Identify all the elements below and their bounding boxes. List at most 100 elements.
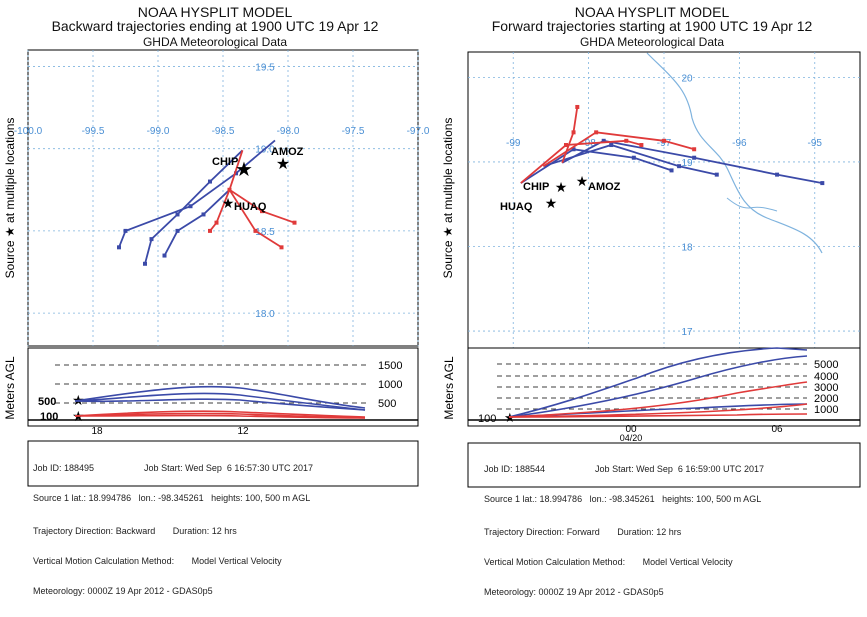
left-trajectory-marker bbox=[253, 228, 258, 233]
left-map-grid: -100.0 -99.5 -99.0 -98.5 -98.0 -97.5 -97.0 19.5… bbox=[14, 50, 430, 346]
left-profile-ylabel: Meters AGL bbox=[3, 356, 17, 420]
right-hlabel-3000: 3000 bbox=[814, 382, 838, 394]
right-hlabel-100: 100 bbox=[478, 413, 496, 425]
right-lat-label: 18 bbox=[681, 243, 693, 254]
left-lon-label: -99.0 bbox=[147, 126, 170, 137]
right-profile-lines bbox=[508, 347, 808, 418]
right-trajectory-marker bbox=[575, 104, 580, 109]
left-profile-line-5 bbox=[74, 414, 366, 419]
left-time-12: 12 bbox=[237, 426, 249, 437]
right-map-ylabel: Source ★ at multiple locations bbox=[441, 118, 455, 279]
left-info: Job ID: 188495 Job Start: Wed Sep 6 16:5… bbox=[33, 443, 313, 616]
left-hlabel-500r: 500 bbox=[378, 398, 396, 410]
right-hlabel-2000: 2000 bbox=[814, 393, 838, 405]
left-info-frame bbox=[27, 440, 419, 487]
right-site-chip: CHIP bbox=[523, 181, 549, 193]
left-trajectory-red-2 bbox=[228, 189, 282, 249]
left-hlabel-500l: 500 bbox=[38, 396, 56, 408]
right-trajectory-marker bbox=[692, 155, 697, 160]
right-time-06: 06 bbox=[771, 424, 783, 435]
left-lat-label: 18.5 bbox=[255, 227, 275, 238]
right-profile-line-1 bbox=[508, 355, 808, 418]
left-trajectory-marker bbox=[214, 220, 219, 225]
right-trajectory-marker bbox=[571, 147, 576, 152]
right-trajectory-marker bbox=[669, 168, 674, 173]
right-lat-label: 20 bbox=[681, 73, 693, 84]
left-map-trajectories bbox=[117, 139, 297, 266]
right-trajectory-marker bbox=[639, 143, 644, 148]
left-trajectory-marker bbox=[162, 253, 167, 258]
left-profile-line-0 bbox=[74, 385, 366, 409]
right-trajectory-marker bbox=[775, 172, 780, 177]
right-hlabel-4000: 4000 bbox=[814, 371, 838, 383]
right-time-date: 04/20 bbox=[620, 433, 643, 443]
left-profile-lines bbox=[74, 385, 366, 419]
left-profile-line-1 bbox=[74, 392, 366, 411]
right-lat-label: 19 bbox=[681, 158, 693, 169]
right-trajectory-blue-1 bbox=[543, 144, 717, 176]
left-hlabel-1000: 1000 bbox=[378, 379, 402, 391]
right-hlabel-5000: 5000 bbox=[814, 359, 838, 371]
left-trajectory-red-0 bbox=[209, 150, 244, 232]
right-site-huaq: HUAQ bbox=[500, 201, 533, 213]
left-trajectory-marker bbox=[292, 220, 297, 225]
right-profile-ylabel: Meters AGL bbox=[442, 356, 456, 420]
right-trajectory-marker bbox=[601, 138, 606, 143]
right-lon-label: -99 bbox=[506, 138, 521, 149]
right-trajectory-marker bbox=[594, 130, 599, 135]
left-trajectory-marker bbox=[208, 228, 212, 233]
left-trajectory-marker bbox=[175, 228, 180, 233]
right-lon-label: -96 bbox=[732, 138, 747, 149]
right-trajectory-marker bbox=[609, 143, 614, 148]
right-lon-label: -95 bbox=[808, 138, 823, 149]
left-trajectory-marker bbox=[175, 212, 180, 217]
right-panel: NOAA HYSPLIT MODEL Forward trajectories … bbox=[437, 0, 867, 597]
right-site-amoz: AMOZ bbox=[588, 181, 621, 193]
right-info-line5: Meteorology: 0000Z 19 Apr 2012 - GDAS0p5 bbox=[484, 587, 664, 597]
left-lon-label: -97.5 bbox=[342, 126, 365, 137]
right-profile-frame bbox=[467, 347, 861, 427]
left-star-huaq: ★ bbox=[222, 195, 235, 211]
right-trajectory-marker bbox=[631, 155, 636, 160]
left-star-chip: ★ bbox=[235, 159, 253, 181]
left-map-ylabel: Source ★ at multiple locations bbox=[3, 118, 17, 279]
left-site-amoz: AMOZ bbox=[271, 146, 304, 158]
left-trajectory-marker bbox=[188, 204, 193, 209]
right-trajectory-marker bbox=[662, 138, 666, 143]
left-site-chip: CHIP bbox=[212, 156, 238, 168]
right-profile-line-3 bbox=[508, 381, 808, 418]
left-title-2: Backward trajectories ending at 1900 UTC… bbox=[51, 18, 379, 34]
right-trajectory-marker bbox=[571, 130, 576, 135]
left-trajectory-marker bbox=[208, 179, 212, 184]
right-trajectory-marker bbox=[714, 172, 719, 177]
right-trajectory-red-2 bbox=[520, 139, 642, 184]
right-hlabel-1000: 1000 bbox=[814, 404, 838, 416]
left-lon-label: -98.0 bbox=[277, 126, 300, 137]
left-lon-label: -100.0 bbox=[14, 126, 43, 137]
left-time-18: 18 bbox=[91, 426, 103, 437]
left-info-line1: Job ID: 188495 Job Start: Wed Sep 6 16:5… bbox=[33, 463, 313, 473]
left-trajectory-marker bbox=[234, 171, 238, 176]
right-coastline bbox=[646, 52, 823, 254]
left-site-huaq: HUAQ bbox=[234, 201, 267, 213]
left-hlabel-1500: 1500 bbox=[378, 360, 402, 372]
left-info-line2: Source 1 lat.: 18.994786 lon.: -98.34526… bbox=[33, 493, 311, 503]
right-star-amoz: ★ bbox=[576, 173, 589, 189]
right-star-chip: ★ bbox=[555, 179, 568, 195]
right-title-1: NOAA HYSPLIT MODEL bbox=[574, 4, 730, 20]
right-trajectory-marker bbox=[692, 147, 697, 152]
right-lon-label: -97 bbox=[657, 138, 672, 149]
right-trajectory-marker bbox=[624, 138, 629, 143]
left-trajectory-marker bbox=[260, 209, 264, 214]
right-title-3: GHDA Meteorological Data bbox=[579, 35, 725, 49]
left-profile-line-2 bbox=[74, 398, 366, 411]
right-trajectory-marker bbox=[564, 143, 568, 148]
left-lat-label: 19.5 bbox=[255, 62, 275, 73]
left-info-line3: Trajectory Direction: Backward Duration:… bbox=[33, 526, 237, 536]
right-profile-line-5 bbox=[508, 413, 808, 418]
right-time-00: 00 bbox=[625, 424, 637, 435]
left-trajectory-marker bbox=[149, 237, 154, 242]
left-profile-line-3 bbox=[74, 410, 366, 418]
